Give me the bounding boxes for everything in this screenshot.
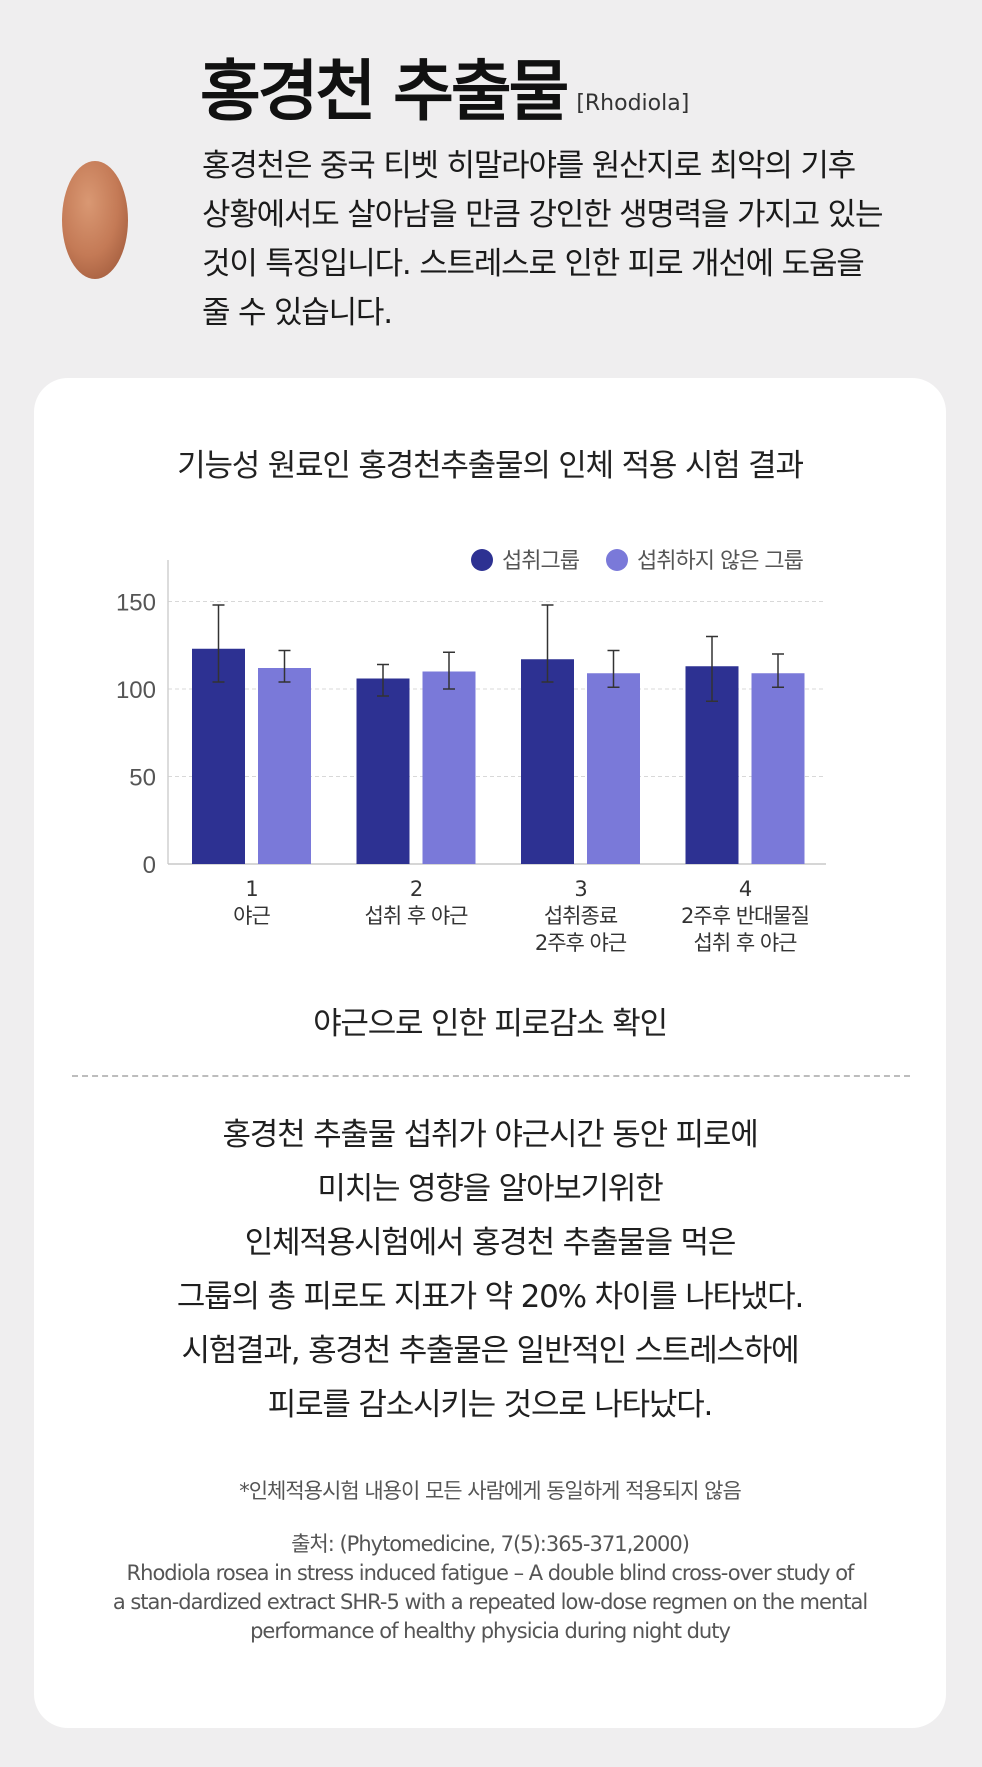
chart-title: 기능성 원료인 홍경천추출물의 인체 적용 시험 결과 bbox=[177, 448, 804, 484]
legend-label: 섭취그룹 bbox=[502, 549, 580, 574]
y-tick-label: 50 bbox=[129, 765, 156, 792]
legend-swatch bbox=[606, 549, 628, 571]
x-tick-label: 섭취종료 bbox=[544, 904, 618, 928]
bar bbox=[751, 673, 805, 864]
summary-line: 미치는 영향을 알아보기위한 bbox=[317, 1171, 663, 1207]
intro-line: 것이 특징입니다. 스트레스로 인한 피로 개선에 도움을 bbox=[202, 246, 865, 282]
x-tick-label: 3 bbox=[574, 877, 586, 901]
legend-label: 섭취하지 않은 그룹 bbox=[637, 549, 804, 574]
y-tick-label: 100 bbox=[116, 677, 156, 704]
summary-line: 그룹의 총 피로도 지표가 약 20% 차이를 나타냈다. bbox=[176, 1279, 804, 1315]
bar-chart: 0 50 100 150 1 야근 2 섭취 후 야근 3 섭취종료 2주후 야근 4 2주후 반대물질… bbox=[116, 549, 826, 955]
x-tick-label: 2주후 반대물질 bbox=[681, 904, 809, 928]
bar bbox=[356, 678, 410, 864]
intro-line: 홍경천은 중국 티벳 히말라야를 원산지로 최악의 기후 bbox=[202, 148, 856, 184]
summary-line: 인체적용시험에서 홍경천 추출물을 먹은 bbox=[244, 1225, 737, 1261]
y-tick-label: 0 bbox=[143, 852, 156, 879]
chart-caption: 야근으로 인한 피로감소 확인 bbox=[313, 1006, 668, 1042]
summary-line: 홍경천 추출물 섭취가 야근시간 동안 피로에 bbox=[222, 1117, 758, 1153]
x-tick-label: 4 bbox=[739, 877, 752, 901]
x-tick-label: 2주후 야근 bbox=[535, 931, 627, 955]
title-latin: [Rhodiola] bbox=[576, 91, 690, 116]
title-korean: 홍경천 추출물 bbox=[200, 53, 569, 130]
source-line: a stan-dardized extract SHR-5 with a rep… bbox=[112, 1590, 868, 1614]
bar bbox=[422, 671, 476, 864]
y-tick-label: 150 bbox=[116, 590, 156, 617]
bar bbox=[587, 673, 640, 864]
summary-line: 시험결과, 홍경천 추출물은 일반적인 스트레스하에 bbox=[181, 1333, 800, 1369]
x-tick-label: 섭취 후 야근 bbox=[365, 904, 469, 928]
x-tick-label: 1 bbox=[245, 877, 257, 901]
source-line: performance of healthy physicia during n… bbox=[250, 1619, 731, 1643]
intro-paragraph: 홍경천은 중국 티벳 히말라야를 원산지로 최악의 기후 상황에서도 살아남을 … bbox=[202, 142, 942, 338]
intro-line: 줄 수 있습니다. bbox=[202, 295, 393, 331]
summary-line: 피로를 감소시키는 것으로 나타났다. bbox=[267, 1387, 714, 1423]
source-line: Rhodiola rosea in stress induced fatigue… bbox=[126, 1561, 855, 1585]
summary-text: 홍경천 추출물 섭취가 야근시간 동안 피로에 미치는 영향을 알아보기위한 인… bbox=[34, 1108, 946, 1432]
rhodiola-pill-image bbox=[60, 160, 130, 289]
result-card: 기능성 원료인 홍경천추출물의 인체 적용 시험 결과 0 50 100 150 1 야근… bbox=[34, 378, 946, 1728]
disclaimer-note: *인체적용시험 내용이 모든 사람에게 동일하게 적용되지 않음 bbox=[239, 1479, 742, 1503]
x-tick-label: 섭취 후 야근 bbox=[694, 931, 798, 955]
dashed-divider bbox=[72, 1075, 910, 1077]
page-title: 홍경천 추출물 [Rhodiola] bbox=[200, 38, 689, 134]
legend-swatch bbox=[471, 549, 493, 571]
bar bbox=[192, 648, 245, 864]
source-line: 출처: (Phytomedicine, 7(5):365-371,2000) bbox=[291, 1532, 690, 1556]
source-citation: 출처: (Phytomedicine, 7(5):365-371,2000) R… bbox=[34, 1530, 946, 1646]
bar bbox=[258, 668, 311, 864]
intro-line: 상황에서도 살아남을 만큼 강인한 생명력을 가지고 있는 bbox=[202, 197, 883, 233]
x-tick-label: 2 bbox=[410, 877, 422, 901]
x-tick-label: 야근 bbox=[233, 904, 270, 928]
bar bbox=[521, 659, 574, 864]
